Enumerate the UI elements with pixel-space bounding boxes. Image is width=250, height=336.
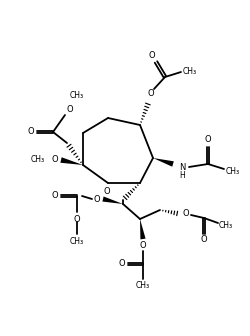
Text: O: O [140,242,146,251]
Text: O: O [74,214,80,223]
Polygon shape [102,197,123,204]
Text: O: O [149,51,155,60]
Text: H: H [179,171,185,180]
Text: O: O [148,88,154,97]
Polygon shape [140,219,145,239]
Text: CH₃: CH₃ [226,167,240,175]
Text: O: O [183,210,189,218]
Text: CH₃: CH₃ [219,220,233,229]
Text: CH₃: CH₃ [70,237,84,246]
Text: O: O [52,156,58,165]
Polygon shape [60,157,83,165]
Text: O: O [67,104,73,114]
Text: CH₃: CH₃ [136,282,150,291]
Text: O: O [205,135,211,144]
Text: O: O [104,186,110,196]
Text: CH₃: CH₃ [70,91,84,100]
Text: O: O [94,195,100,204]
Polygon shape [153,158,174,167]
Text: CH₃: CH₃ [31,156,45,165]
Text: O: O [119,259,125,268]
Text: O: O [52,192,58,201]
Text: N: N [179,163,185,171]
Text: O: O [201,236,207,245]
Text: CH₃: CH₃ [183,67,197,76]
Text: O: O [28,127,34,136]
